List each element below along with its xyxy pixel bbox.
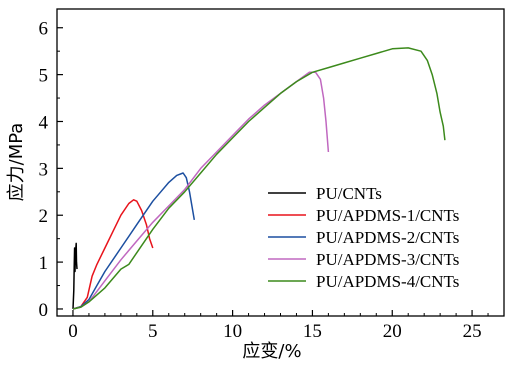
data-series <box>72 47 446 310</box>
y-tick-label: 4 <box>39 112 49 133</box>
legend-label: PU/APDMS-1/CNTs <box>316 206 459 225</box>
y-axis-label: 应力/MPa <box>6 123 27 202</box>
legend-label: PU/APDMS-2/CNTs <box>316 228 459 247</box>
series-line <box>72 71 330 310</box>
legend-label: PU/CNTs <box>316 184 382 203</box>
series-line <box>72 47 446 310</box>
x-tick-label: 10 <box>223 321 242 342</box>
x-axis-label: 应变/% <box>242 341 301 362</box>
legend: PU/CNTs PU/APDMS-1/CNTs PU/APDMS-2/CNTs PU/… <box>268 184 459 291</box>
x-tick-label: 20 <box>383 321 402 342</box>
x-tick-label: 5 <box>148 321 158 342</box>
y-tick-label: 5 <box>39 66 49 87</box>
x-tick-label: 0 <box>68 321 78 342</box>
y-tick-label: 2 <box>39 206 49 227</box>
series-line <box>72 242 78 310</box>
axis-ticks <box>57 27 505 316</box>
y-tick-label: 0 <box>39 300 49 321</box>
x-tick-label: 25 <box>463 321 482 342</box>
y-tick-label: 6 <box>39 19 49 40</box>
axis-tick-labels: 0 5 10 15 20 25 0 1 2 3 4 5 6 <box>39 19 482 342</box>
y-tick-label: 1 <box>39 253 49 274</box>
plot-area-frame <box>56 8 505 317</box>
x-tick-label: 15 <box>303 321 322 342</box>
series-line <box>72 172 196 310</box>
legend-label: PU/APDMS-4/CNTs <box>316 272 459 291</box>
y-tick-label: 3 <box>39 159 49 180</box>
legend-label: PU/APDMS-3/CNTs <box>316 250 459 269</box>
series-line <box>72 199 154 310</box>
